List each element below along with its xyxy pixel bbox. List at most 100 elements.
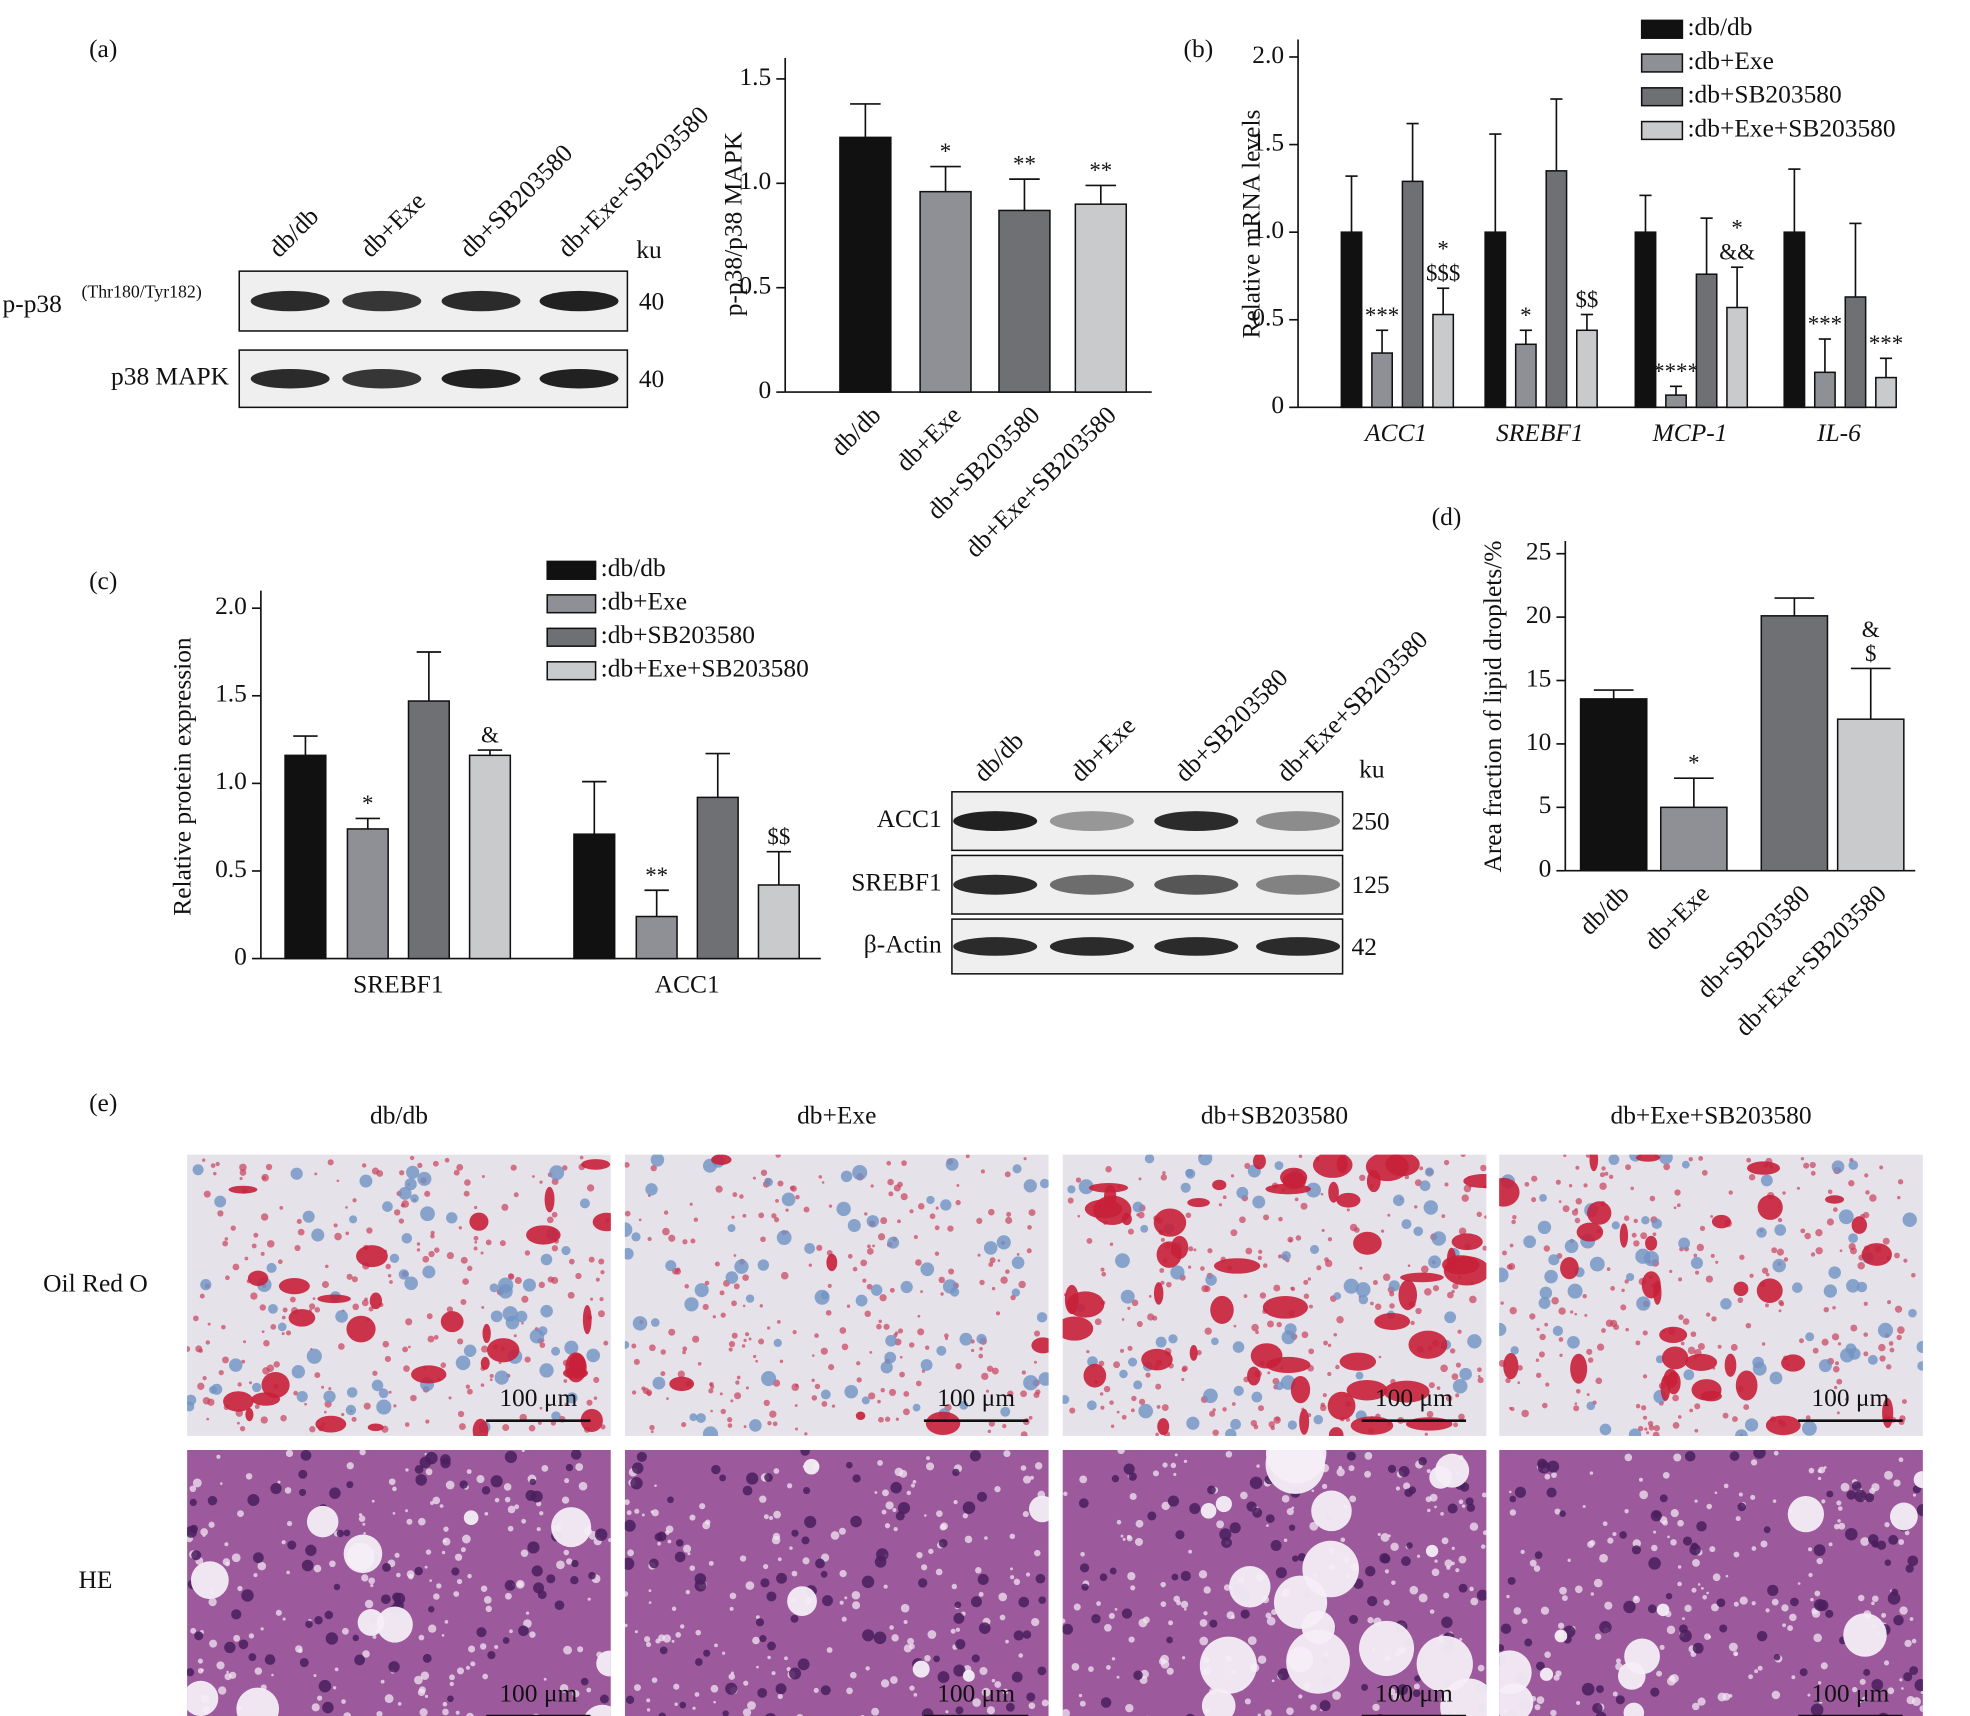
speck	[787, 1483, 793, 1489]
dot	[1449, 1348, 1456, 1354]
speck	[1364, 1470, 1372, 1478]
nucleus	[1887, 1592, 1901, 1605]
dot	[321, 1385, 325, 1389]
lipid-droplet	[482, 1323, 491, 1344]
nucleus	[1062, 1395, 1070, 1405]
nucleus	[1388, 1280, 1400, 1292]
dot	[345, 1206, 348, 1209]
dot	[338, 1343, 345, 1350]
dot	[1804, 1232, 1811, 1240]
speck	[1392, 1692, 1401, 1701]
dot	[771, 1213, 777, 1219]
nucleus	[675, 1539, 684, 1547]
lipid-droplet	[469, 1212, 489, 1231]
dot	[1131, 1395, 1137, 1402]
dot	[1531, 1175, 1538, 1182]
speck	[1010, 1567, 1013, 1571]
dot	[1809, 1161, 1816, 1169]
speck	[494, 1497, 500, 1503]
speck	[950, 1628, 956, 1634]
dot	[1110, 1424, 1115, 1428]
nucleus	[1626, 1272, 1635, 1282]
vacuole	[1499, 1650, 1532, 1695]
row-label: ACC1	[877, 804, 942, 833]
nucleus	[1099, 1573, 1108, 1582]
speck	[521, 1518, 527, 1524]
nucleus	[1845, 1343, 1857, 1355]
dot	[720, 1312, 726, 1318]
nucleus	[415, 1474, 427, 1486]
speck	[1557, 1622, 1565, 1629]
speck	[1656, 1670, 1663, 1677]
speck	[1691, 1702, 1700, 1711]
speck	[1706, 1503, 1713, 1510]
nucleus	[440, 1458, 451, 1469]
speck	[728, 1673, 736, 1680]
bar	[1783, 231, 1806, 409]
nucleus	[401, 1233, 413, 1244]
dot	[410, 1394, 417, 1402]
vacuole	[1429, 1466, 1452, 1489]
dot	[1230, 1174, 1235, 1178]
speck	[543, 1677, 547, 1681]
speck	[1712, 1573, 1721, 1582]
speck	[846, 1687, 853, 1695]
nucleus	[1611, 1221, 1620, 1230]
nucleus	[302, 1210, 315, 1223]
dot	[363, 1402, 371, 1410]
speck	[786, 1667, 791, 1672]
speck	[1667, 1535, 1670, 1539]
speck	[1416, 1554, 1421, 1558]
y-tick-label: 15	[1526, 663, 1551, 692]
dot	[1303, 1293, 1310, 1299]
speck	[1482, 1530, 1487, 1536]
dot	[1730, 1343, 1738, 1351]
dot	[1443, 1159, 1450, 1166]
dot	[1653, 1424, 1660, 1432]
dot	[409, 1155, 415, 1161]
speck	[1309, 1521, 1319, 1531]
speck	[624, 1623, 628, 1628]
nucleus	[1615, 1695, 1625, 1705]
dot	[508, 1273, 514, 1279]
speck	[1030, 1475, 1034, 1480]
dot	[633, 1358, 640, 1365]
dot	[222, 1240, 229, 1247]
dot	[1201, 1284, 1209, 1293]
nucleus	[1406, 1542, 1413, 1549]
speck	[1751, 1546, 1757, 1551]
speck	[1240, 1491, 1248, 1500]
nucleus	[1392, 1194, 1405, 1207]
dot	[1020, 1390, 1027, 1398]
nucleus	[1916, 1504, 1923, 1517]
nucleus	[1221, 1537, 1232, 1549]
speck	[1554, 1508, 1561, 1515]
dot	[1441, 1214, 1446, 1218]
nucleus	[1465, 1497, 1474, 1506]
nucleus	[1867, 1354, 1878, 1365]
vacuole	[551, 1507, 592, 1548]
dot	[1832, 1306, 1836, 1310]
dot	[1836, 1378, 1843, 1385]
nucleus	[527, 1541, 540, 1554]
lipid-droplet	[369, 1292, 383, 1310]
speck	[334, 1667, 339, 1672]
speck	[850, 1671, 857, 1679]
dot	[206, 1417, 210, 1421]
speck	[1694, 1499, 1698, 1503]
dot	[361, 1163, 367, 1168]
dot	[586, 1184, 595, 1192]
dot	[915, 1380, 922, 1387]
speck	[1441, 1537, 1449, 1545]
dot	[1067, 1197, 1074, 1204]
dot	[1689, 1408, 1694, 1413]
legend-swatch	[1640, 53, 1684, 73]
lipid-droplet	[1328, 1427, 1344, 1436]
nucleus	[1036, 1312, 1048, 1323]
speck	[714, 1643, 718, 1648]
nucleus	[446, 1212, 458, 1224]
vacuole	[1359, 1620, 1415, 1676]
nucleus	[1011, 1256, 1025, 1269]
dot	[1023, 1157, 1027, 1161]
nucleus	[1229, 1522, 1241, 1534]
